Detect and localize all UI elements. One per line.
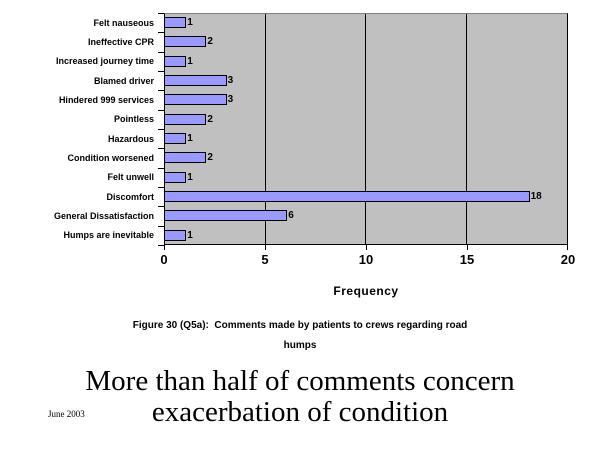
bar: [164, 113, 207, 125]
bar-value-label: 1: [187, 132, 193, 144]
chart-row: 1: [164, 52, 568, 71]
bar-value-label: 2: [207, 113, 213, 125]
category-tick-mark: [158, 206, 164, 207]
category-label: Ineffective CPR: [87, 36, 154, 47]
chart-row: 2: [164, 148, 568, 167]
bar: [164, 190, 530, 202]
category-label: Blamed driver: [93, 75, 154, 86]
bar: [164, 74, 227, 86]
x-tick-mark: [467, 245, 468, 250]
x-tick-mark: [567, 245, 568, 250]
x-tick-label: 0: [160, 252, 168, 267]
slide-title-line1: More than half of comments concern: [85, 365, 515, 397]
value-axis: 0 5 10 15 20: [160, 245, 575, 275]
x-tick-label: 15: [459, 252, 475, 267]
chart-row: 1: [164, 13, 568, 32]
category-label: Felt nauseous: [93, 17, 154, 28]
bar-value-label: 1: [187, 55, 193, 67]
category-label: Condition worsened: [67, 152, 155, 163]
x-tick-label: 10: [358, 252, 374, 267]
category-label: General Dissatisfaction: [53, 210, 154, 221]
chart-row: 3: [164, 71, 568, 90]
category-tick-mark: [158, 245, 164, 246]
bar-rows: 1 2 1 3 3 2 1 2 1 18 6 1: [164, 13, 568, 245]
chart-row: 6: [164, 206, 568, 225]
bar-value-label: 1: [187, 229, 193, 241]
bar-chart: Felt nauseous Ineffective CPR Increased jo…: [0, 13, 575, 298]
category-tick-mark: [158, 110, 164, 111]
category-label: Hindered 999 services: [58, 94, 154, 105]
category-label: Pointless: [113, 114, 154, 125]
bar-value-label: 2: [207, 36, 213, 48]
x-tick-mark: [265, 245, 266, 250]
bar-value-label: 18: [530, 190, 542, 202]
category-tick-mark: [158, 52, 164, 53]
category-tick-mark: [158, 13, 164, 14]
bar-value-label: 1: [187, 17, 193, 28]
bar: [164, 36, 207, 48]
gridline: [465, 14, 467, 244]
category-label: Discomfort: [106, 191, 154, 202]
slide-title: More than half of comments concern exace…: [0, 366, 600, 428]
figure-caption-line2: humps: [283, 340, 317, 351]
figure-caption: Figure 30 (Q5a): Comments made by patien…: [0, 316, 600, 356]
chart-row: 2: [164, 110, 568, 129]
category-axis-labels: Felt nauseous Ineffective CPR Increased jo…: [0, 13, 158, 245]
category-tick-mark: [158, 71, 164, 72]
x-tick-mark: [366, 245, 367, 250]
x-tick-label: 20: [560, 252, 576, 267]
gridline: [365, 14, 366, 244]
category-label: Increased journey time: [55, 56, 154, 67]
chart-row: 1: [164, 226, 568, 245]
date-note: June 2003: [48, 409, 85, 419]
figure-caption-line1: Figure 30 (Q5a): Comments made by patien…: [132, 320, 468, 331]
category-tick-mark: [158, 90, 164, 91]
bar-value-label: 2: [207, 152, 213, 164]
chart-plot-area: [164, 13, 568, 245]
bar: [164, 171, 187, 183]
bar: [164, 132, 187, 144]
bar-value-label: 3: [227, 74, 234, 86]
chart-row: 2: [164, 32, 568, 51]
category-tick-mark: [158, 187, 164, 188]
slide-title-line2: exacerbation of condition: [151, 396, 449, 428]
x-axis-title: Frequency: [333, 284, 399, 298]
category-tick-mark: [158, 226, 164, 227]
chart-row: 18: [164, 187, 568, 206]
bar: [164, 94, 227, 106]
chart-row: 1: [164, 168, 568, 187]
bar: [164, 210, 288, 222]
category-tick-mark: [158, 168, 164, 169]
bar-value-label: 6: [288, 210, 294, 222]
bar: [164, 17, 187, 28]
bar-value-label: 1: [187, 171, 193, 183]
category-tick-mark: [158, 148, 164, 149]
x-tick-mark: [164, 245, 165, 250]
category-label: Hazardous: [107, 133, 154, 144]
bar: [164, 55, 187, 67]
category-axis-ticks: [158, 13, 164, 246]
category-label: Felt unwell: [107, 172, 154, 183]
category-tick-mark: [158, 129, 164, 130]
bar: [164, 229, 187, 241]
gridline: [264, 14, 266, 244]
chart-row: 3: [164, 90, 568, 109]
category-label: Humps are inevitable: [63, 230, 154, 241]
bar: [164, 152, 207, 164]
chart-row: 1: [164, 129, 568, 148]
x-tick-label: 5: [261, 252, 269, 267]
category-tick-mark: [158, 32, 164, 33]
bar-value-label: 3: [227, 94, 234, 106]
